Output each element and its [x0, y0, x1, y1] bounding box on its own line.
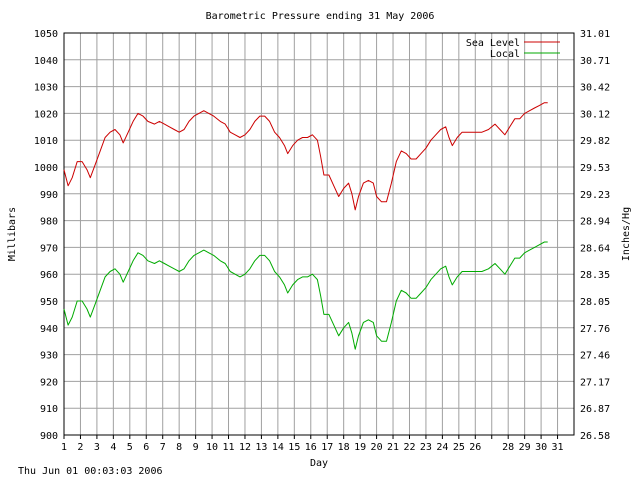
y-tick-label-right: 26.58 [580, 431, 610, 442]
x-tick-label: 23 [420, 442, 432, 453]
x-tick-label: 8 [176, 442, 182, 453]
y-tick-label-left: 940 [40, 324, 58, 335]
x-tick-label: 11 [222, 442, 234, 453]
y-tick-label-right: 28.64 [580, 243, 610, 254]
x-tick-label: 10 [206, 442, 218, 453]
y-tick-label-right: 30.71 [580, 56, 610, 67]
y-tick-label-right: 28.94 [580, 217, 610, 228]
y-tick-label-left: 1010 [34, 136, 58, 147]
y-tick-label-right: 28.05 [580, 297, 610, 308]
y-tick-label-left: 1020 [34, 109, 58, 120]
legend-label-local: Local [490, 49, 520, 60]
x-tick-label: 9 [193, 442, 199, 453]
plot-area-border [63, 32, 575, 436]
y-axis-right-ticks: 26.58 26.87 27.17 27.46 27.76 28.05 28.35 28.64… [580, 29, 610, 442]
x-tick-label: 29 [519, 442, 531, 453]
x-tick-label: 24 [436, 442, 448, 453]
y-tick-label-left: 960 [40, 270, 58, 281]
x-axis-ticks: 1 2 3 4 5 6 7 8 9 10 11 12 13 14 15 16 17 18 19 20 21 22 23 24 2… [61, 435, 564, 453]
x-tick-label: 7 [160, 442, 166, 453]
series-line-sea-level [63, 102, 548, 211]
x-tick-label: 5 [127, 442, 133, 453]
y-tick-label-left: 970 [40, 243, 58, 254]
x-tick-label: 14 [272, 442, 284, 453]
x-tick-label: 26 [469, 442, 481, 453]
y-tick-label-right: 27.46 [580, 351, 610, 362]
y-tick-label-left: 1040 [34, 56, 58, 67]
chart-title: Barometric Pressure ending 31 May 2006 [206, 11, 435, 22]
x-tick-label: 3 [94, 442, 100, 453]
legend-label-sea-level: Sea Level [466, 38, 520, 49]
x-tick-label: 19 [354, 442, 366, 453]
series-lines [63, 102, 548, 350]
y-tick-label-right: 30.42 [580, 83, 610, 94]
y-axis-right-label: Inches/Hg [621, 207, 632, 261]
y-axis-left-ticks: 900 910 920 930 940 950 960 970 980 990 1000 1010 10… [34, 29, 58, 442]
y-tick-label-left: 1030 [34, 83, 58, 94]
x-tick-label: 1 [61, 442, 67, 453]
y-tick-label-left: 950 [40, 297, 58, 308]
x-tick-label: 15 [288, 442, 300, 453]
x-tick-label: 20 [371, 442, 383, 453]
y-axis-left-label: Millibars [7, 207, 18, 261]
y-tick-label-left: 1000 [34, 163, 58, 174]
x-tick-label: 30 [535, 442, 547, 453]
y-tick-label-right: 28.35 [580, 270, 610, 281]
x-tick-label: 4 [110, 442, 116, 453]
x-tick-label: 16 [305, 442, 317, 453]
x-tick-label: 31 [552, 442, 564, 453]
grid-lines [63, 32, 574, 436]
y-tick-label-right: 29.82 [580, 136, 610, 147]
y-tick-label-right: 27.76 [580, 324, 610, 335]
y-tick-label-left: 900 [40, 431, 58, 442]
x-tick-label: 6 [143, 442, 149, 453]
y-tick-label-left: 1050 [34, 29, 58, 40]
series-line-local [63, 241, 548, 350]
x-tick-label: 18 [338, 442, 350, 453]
y-tick-label-left: 920 [40, 377, 58, 388]
x-axis-label: Day [310, 458, 328, 469]
y-tick-label-right: 27.17 [580, 377, 610, 388]
footer-timestamp: Thu Jun 01 00:03:03 2006 [18, 466, 163, 477]
x-tick-label: 2 [77, 442, 83, 453]
x-tick-label: 28 [502, 442, 514, 453]
x-tick-label: 17 [321, 442, 333, 453]
y-tick-label-right: 29.23 [580, 190, 610, 201]
y-tick-label-right: 29.53 [580, 163, 610, 174]
y-tick-label-left: 980 [40, 217, 58, 228]
x-tick-label: 25 [453, 442, 465, 453]
y-tick-label-left: 910 [40, 404, 58, 415]
y-tick-label-left: 930 [40, 351, 58, 362]
x-tick-label: 21 [387, 442, 399, 453]
x-tick-label: 12 [239, 442, 251, 453]
x-tick-label: 13 [255, 442, 267, 453]
x-tick-label: 22 [403, 442, 415, 453]
y-tick-label-right: 30.12 [580, 109, 610, 120]
y-tick-label-left: 990 [40, 190, 58, 201]
y-tick-label-right: 26.87 [580, 404, 610, 415]
y-tick-label-right: 31.01 [580, 29, 610, 40]
